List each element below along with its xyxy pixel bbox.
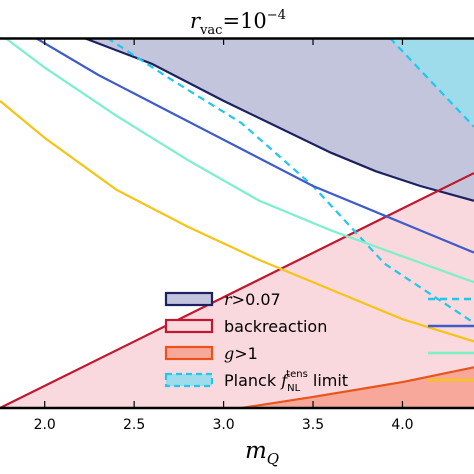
title-mantissa: 10 [240, 9, 267, 33]
series-line-3 [4, 38, 474, 284]
xlabel-sub: Q [267, 450, 279, 468]
g-region [241, 367, 474, 408]
g-region-boundary [241, 366, 474, 408]
legend-label: g>1 [224, 344, 258, 363]
series-layer [0, 38, 474, 343]
title-sub: vac [199, 23, 222, 38]
legend-label: Planck fNLtens limit [224, 369, 348, 394]
legend-swatch [164, 318, 214, 334]
x-tick-label: 2.5 [123, 417, 145, 433]
series-line-1 [106, 38, 474, 324]
title-r: r [190, 9, 202, 33]
legend-label: r>0.07 [224, 290, 281, 309]
chart-title: rvac=10−4 [190, 8, 286, 38]
x-axis-label: mQ [245, 438, 279, 468]
planck-region-boundary [389, 38, 474, 128]
series-line-4 [0, 100, 474, 343]
legend: r>0.07 backreaction g>1 Planck fNLtens limi… [164, 290, 474, 394]
legend-swatch [164, 291, 214, 307]
r-region-boundary [83, 38, 474, 202]
x-tick-label: 4.0 [391, 417, 413, 433]
series-line-2 [35, 38, 474, 254]
title-eq: = [222, 9, 240, 33]
backreaction-boundary [0, 172, 474, 408]
legend-swatch [164, 372, 214, 388]
xlabel-m: m [245, 438, 267, 464]
x-tick-label: 2.0 [34, 417, 56, 433]
legend-label: backreaction [224, 317, 327, 336]
x-tick-label: 3.0 [212, 417, 234, 433]
x-tick-label: 3.5 [302, 417, 324, 433]
title-exponent: −4 [267, 8, 286, 23]
x-ticks: 2.0 2.5 3.0 3.5 4.0 [34, 38, 414, 433]
legend-swatch [164, 345, 214, 361]
